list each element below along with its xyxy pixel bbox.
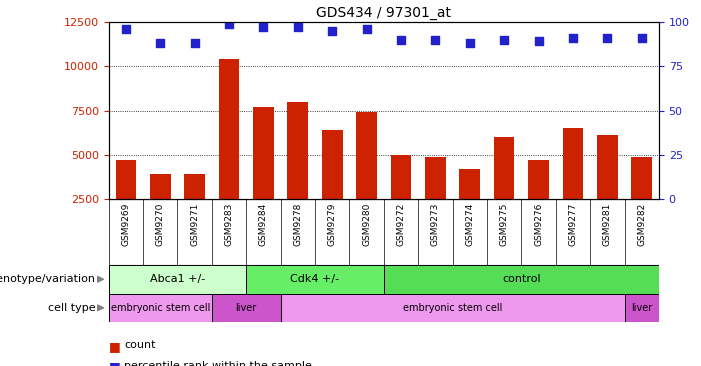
Text: embryonic stem cell: embryonic stem cell — [111, 303, 210, 313]
Text: GSM9281: GSM9281 — [603, 202, 612, 246]
Point — [327, 28, 338, 34]
Bar — [109, 265, 246, 294]
Bar — [184, 174, 205, 199]
Text: genotype/variation: genotype/variation — [0, 274, 95, 284]
Bar — [597, 135, 618, 199]
Point — [292, 25, 304, 30]
Text: GSM9283: GSM9283 — [224, 202, 233, 246]
Point — [430, 37, 441, 42]
Text: embryonic stem cell: embryonic stem cell — [403, 303, 503, 313]
Text: GSM9284: GSM9284 — [259, 202, 268, 246]
Bar — [632, 157, 652, 199]
Text: control: control — [502, 274, 540, 284]
Point — [498, 37, 510, 42]
Bar — [246, 265, 384, 294]
Text: GSM9280: GSM9280 — [362, 202, 371, 246]
Text: Cdk4 +/-: Cdk4 +/- — [290, 274, 339, 284]
Text: GSM9275: GSM9275 — [500, 202, 509, 246]
Point — [155, 40, 166, 46]
Text: percentile rank within the sample: percentile rank within the sample — [124, 361, 312, 366]
Text: GSM9271: GSM9271 — [190, 202, 199, 246]
Bar — [109, 294, 212, 322]
Bar — [116, 160, 136, 199]
Point — [189, 40, 200, 46]
Bar — [625, 294, 659, 322]
Bar — [494, 137, 515, 199]
Bar — [322, 130, 343, 199]
Bar — [390, 155, 411, 199]
Text: GSM9277: GSM9277 — [569, 202, 578, 246]
Bar — [212, 294, 280, 322]
Text: Abca1 +/-: Abca1 +/- — [150, 274, 205, 284]
Bar — [150, 174, 170, 199]
Point — [636, 35, 647, 41]
Point — [567, 35, 578, 41]
Point — [258, 25, 269, 30]
Text: liver: liver — [631, 303, 653, 313]
Text: liver: liver — [236, 303, 257, 313]
Point — [533, 38, 544, 44]
Text: GSM9269: GSM9269 — [121, 202, 130, 246]
Text: GSM9282: GSM9282 — [637, 202, 646, 246]
Bar — [425, 157, 446, 199]
Text: ■: ■ — [109, 340, 121, 354]
Point — [121, 26, 132, 32]
Bar — [219, 59, 239, 199]
Text: GSM9278: GSM9278 — [293, 202, 302, 246]
Text: GSM9273: GSM9273 — [431, 202, 440, 246]
Text: GSM9279: GSM9279 — [327, 202, 336, 246]
Bar — [563, 128, 583, 199]
Text: GSM9272: GSM9272 — [397, 202, 405, 246]
Point — [361, 26, 372, 32]
Point — [601, 35, 613, 41]
Text: GSM9276: GSM9276 — [534, 202, 543, 246]
Point — [224, 21, 235, 27]
Text: cell type: cell type — [48, 303, 95, 313]
Bar — [459, 169, 480, 199]
Text: count: count — [124, 340, 156, 350]
Text: GSM9274: GSM9274 — [465, 202, 475, 246]
Point — [464, 40, 475, 46]
Text: GSM9270: GSM9270 — [156, 202, 165, 246]
Bar — [280, 294, 625, 322]
Bar — [529, 160, 549, 199]
Text: ■: ■ — [109, 361, 121, 366]
Title: GDS434 / 97301_at: GDS434 / 97301_at — [316, 5, 451, 19]
Bar — [287, 102, 308, 199]
Bar — [384, 265, 659, 294]
Point — [395, 37, 407, 42]
Bar — [253, 107, 274, 199]
Bar — [356, 112, 377, 199]
